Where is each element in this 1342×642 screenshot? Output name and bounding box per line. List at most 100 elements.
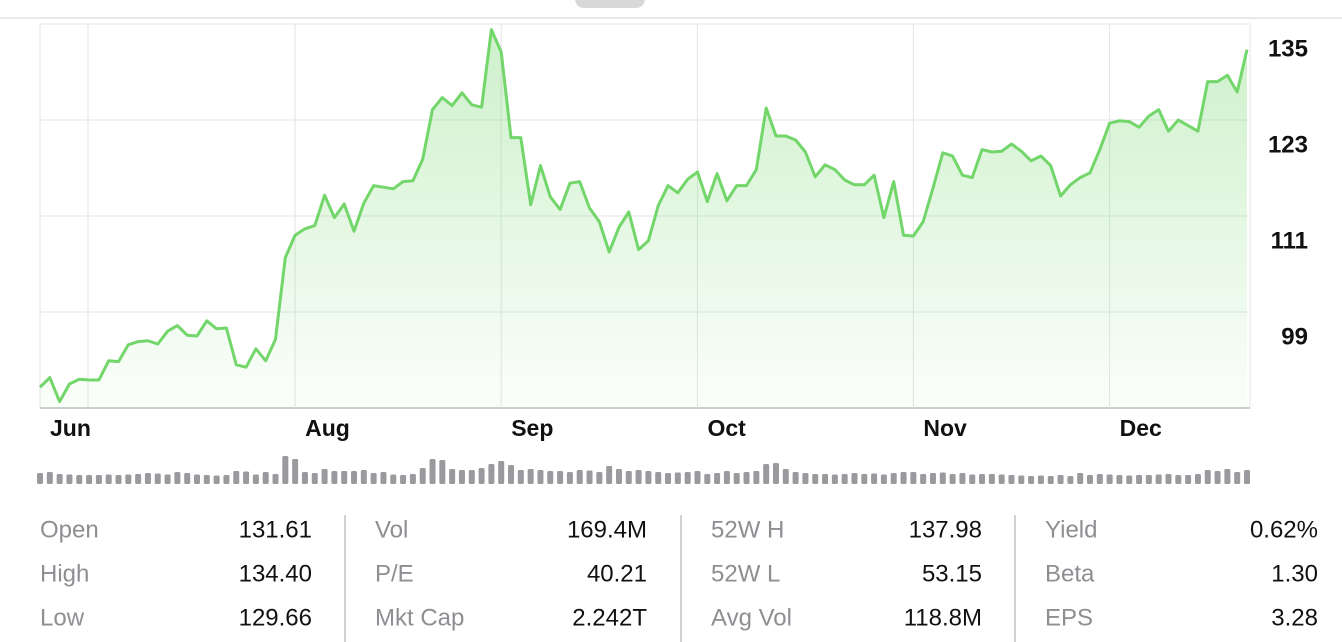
volume-bar	[46, 472, 53, 484]
volume-bar	[409, 474, 416, 484]
y-tick-label: 99	[1281, 323, 1308, 350]
volume-bar	[782, 469, 789, 484]
volume-bar	[233, 471, 240, 484]
volume-bar	[1047, 476, 1054, 484]
volume-bar	[144, 473, 151, 484]
volume-bar	[321, 469, 328, 484]
volume-bar	[1224, 469, 1231, 484]
volume-bar	[203, 475, 210, 484]
volume-bar	[1175, 475, 1182, 484]
volume-bar	[498, 461, 505, 484]
stat-value: 0.62%	[1250, 516, 1318, 543]
volume-bar	[1086, 475, 1093, 484]
volume-bar	[772, 463, 779, 484]
stat-label: Avg Vol	[711, 604, 792, 631]
volume-bar	[831, 474, 838, 484]
y-tick-label: 135	[1268, 35, 1308, 62]
volume-bar	[645, 471, 652, 484]
volume-bar	[360, 470, 367, 484]
volume-bar	[1204, 470, 1211, 484]
volume-bar	[262, 472, 269, 484]
volume-bar	[115, 475, 122, 484]
volume-bar	[478, 468, 485, 484]
volume-bar	[517, 470, 524, 484]
volume-bar	[615, 469, 622, 484]
volume-bar	[812, 474, 819, 484]
volume-bar	[1165, 474, 1172, 484]
volume-bar	[1214, 471, 1221, 484]
volume-bar	[900, 472, 907, 484]
y-tick-label: 111	[1271, 227, 1308, 254]
volume-bar	[792, 472, 799, 484]
volume-bar	[351, 471, 358, 484]
volume-bar	[135, 474, 142, 484]
volume-bar	[76, 475, 83, 484]
volume-bar	[880, 474, 887, 484]
volume-bar	[174, 472, 181, 484]
volume-bar	[979, 474, 986, 484]
volume-bar	[871, 473, 878, 484]
volume-bar	[910, 472, 917, 484]
volume-bar	[488, 464, 495, 484]
x-tick-label: Dec	[1120, 415, 1162, 441]
y-tick-label: 123	[1268, 131, 1308, 158]
x-tick-label: Jun	[50, 415, 91, 441]
x-tick-label: Oct	[707, 415, 746, 441]
volume-bar	[105, 474, 112, 484]
volume-bar	[1008, 475, 1015, 484]
price-area	[40, 29, 1247, 408]
volume-bar	[537, 470, 544, 484]
volume-bar	[1194, 474, 1201, 484]
volume-bar	[1116, 475, 1123, 484]
volume-bar	[763, 464, 770, 484]
volume-bar	[861, 474, 868, 484]
volume-bar	[547, 471, 554, 484]
volume-bar	[566, 472, 573, 484]
volume-bar	[429, 459, 436, 484]
volume-bar	[714, 473, 721, 484]
volume-bar	[1018, 475, 1025, 484]
grabber[interactable]	[575, 0, 645, 8]
volume-bar	[252, 474, 259, 484]
stat-label: Vol	[375, 516, 408, 543]
volume-bar	[380, 472, 387, 484]
volume-bar	[1155, 474, 1162, 484]
volume-bar	[419, 468, 426, 484]
stat-value: 137.98	[909, 516, 982, 543]
volume-bar	[949, 474, 956, 484]
volume-bar	[1126, 475, 1133, 484]
volume-bar	[184, 473, 191, 484]
volume-bar	[439, 460, 446, 484]
volume-bar	[1028, 476, 1035, 484]
volume-bar	[341, 471, 348, 484]
volume-bar	[929, 473, 936, 484]
volume-bar	[939, 472, 946, 484]
volume-bar	[625, 471, 632, 484]
volume-bar	[655, 472, 662, 484]
volume-bar	[223, 475, 230, 484]
stat-label: Low	[40, 604, 85, 631]
volume-bar	[841, 474, 848, 484]
volume-bar	[674, 472, 681, 484]
volume-bar	[272, 474, 279, 484]
volume-bar	[694, 471, 701, 484]
stat-label: Beta	[1045, 560, 1095, 587]
stat-value: 3.28	[1271, 604, 1318, 631]
volume-bar	[331, 471, 338, 484]
volume-bar	[851, 473, 858, 484]
volume-bar	[213, 475, 220, 484]
volume-bar	[596, 472, 603, 484]
stat-value: 131.61	[239, 516, 312, 543]
volume-bar	[822, 474, 829, 484]
volume-bar	[1244, 470, 1250, 484]
volume-bar	[243, 471, 250, 484]
volume-bar	[164, 474, 171, 484]
volume-bar	[586, 470, 593, 484]
volume-bar	[56, 474, 63, 484]
stat-label: Open	[40, 516, 99, 543]
stat-value: 1.30	[1271, 560, 1318, 587]
volume-bar	[1077, 473, 1084, 484]
volume-bar	[527, 469, 534, 484]
volume-bar	[282, 456, 289, 484]
